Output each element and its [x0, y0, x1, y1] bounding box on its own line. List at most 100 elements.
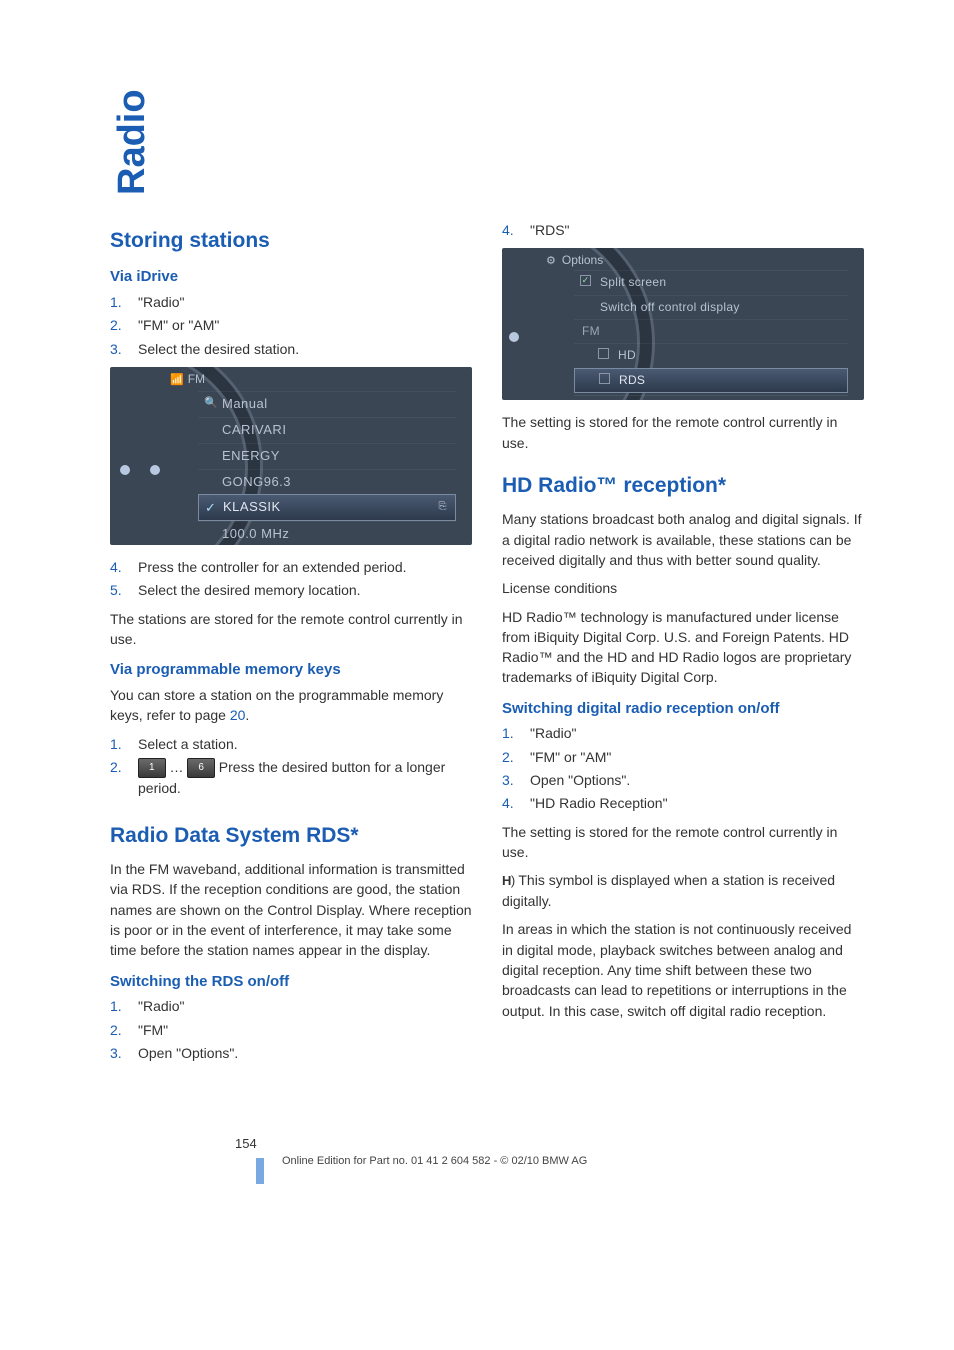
- options-list: ✓ Split screen Switch off control display…: [574, 270, 848, 400]
- heading-via-idrive: Via iDrive: [110, 266, 472, 288]
- checkbox-icon: [599, 373, 610, 384]
- step-num: 3.: [110, 1043, 126, 1063]
- option-rds-selected[interactable]: RDS: [574, 368, 848, 393]
- para-keys-a: You can store a station on the programma…: [110, 687, 443, 723]
- para-license: License conditions: [502, 578, 864, 598]
- station-row-manual[interactable]: 🔍 Manual: [198, 391, 456, 417]
- para-hd-3: In areas in which the station is not con…: [502, 919, 864, 1020]
- row-label: Manual: [222, 396, 268, 411]
- step-text: "FM": [138, 1020, 472, 1040]
- step-4-rds: 4. "RDS": [502, 220, 864, 240]
- step-text: 1 … 6 Press the desired button for a lon…: [138, 757, 472, 799]
- heading-rds-switch: Switching the RDS on/off: [110, 971, 472, 993]
- steps-after-shot: 4. Press the controller for an extended p…: [110, 557, 472, 601]
- hd-symbol-icon: H): [502, 872, 515, 891]
- footer-bar-icon: [256, 1158, 264, 1184]
- step-num: 4.: [502, 793, 518, 813]
- step-num: 1.: [110, 734, 126, 754]
- row-label: HD: [618, 348, 636, 362]
- para-opt-stored: The setting is stored for the remote con…: [502, 412, 864, 453]
- screenshot-options: ⚙ Options ✓ Split screen Switch off contro…: [502, 248, 864, 400]
- para-hd-sym-text: This symbol is displayed when a station …: [502, 872, 835, 909]
- heading-hd-radio: HD Radio™ reception*: [502, 471, 864, 501]
- step-text: "Radio": [138, 996, 472, 1016]
- para-hd-1: Many stations broadcast both analog and …: [502, 509, 864, 570]
- step-num: 3.: [110, 339, 126, 359]
- step-num: 4.: [110, 557, 126, 577]
- step-text: Press the controller for an extended per…: [138, 557, 472, 577]
- steps-idrive: 1. "Radio" 2. "FM" or "AM" 3. Select the de…: [110, 292, 472, 359]
- shot-title-text: FM: [188, 372, 205, 386]
- para-hd-symbol: H) This symbol is displayed when a stati…: [502, 870, 864, 911]
- para-keys-b: .: [245, 707, 249, 723]
- side-tab: Radio: [105, 89, 160, 195]
- steps-hd: 1. "Radio" 2. "FM" or "AM" 3. Open "Options…: [502, 723, 864, 813]
- heading-rds: Radio Data System RDS*: [110, 821, 472, 851]
- station-row[interactable]: 100.0 MHz: [198, 521, 456, 545]
- para-rds: In the FM waveband, additional informati…: [110, 859, 472, 960]
- row-label: Split screen: [600, 275, 666, 289]
- step-num: 1.: [502, 723, 518, 743]
- step-num: 3.: [502, 770, 518, 790]
- check-icon: ✓: [205, 499, 216, 518]
- step-text: Open "Options".: [530, 770, 864, 790]
- memory-key-6-icon: 6: [187, 758, 215, 779]
- option-group-fm: FM: [574, 319, 848, 343]
- memory-key-1-icon: 1: [138, 758, 166, 779]
- left-column: Storing stations Via iDrive 1. "Radio" 2.…: [110, 220, 472, 1071]
- station-row-selected[interactable]: ✓ KLASSIK ⎘: [198, 494, 456, 521]
- step-text: "Radio": [530, 723, 864, 743]
- preset-icon: ⎘: [439, 500, 448, 515]
- step-text: "FM" or "AM": [530, 747, 864, 767]
- search-icon: 🔍: [204, 396, 218, 412]
- step-text: "RDS": [530, 220, 864, 240]
- station-list: 🔍 Manual CARIVARI ENERGY GONG96.3 ✓ KLASSI…: [198, 391, 456, 545]
- shot-title: 📶 FM: [170, 371, 205, 389]
- para-stations-stored: The stations are stored for the remote c…: [110, 609, 472, 650]
- step-text: "Radio": [138, 292, 472, 312]
- step-num: 2.: [110, 1020, 126, 1040]
- footer-copyright: Online Edition for Part no. 01 41 2 604 …: [282, 1154, 587, 1170]
- ellipsis: …: [166, 759, 188, 775]
- station-row[interactable]: CARIVARI: [198, 417, 456, 443]
- option-split-screen[interactable]: ✓ Split screen: [574, 270, 848, 294]
- screenshot-fm-list: 📶 FM 🔍 Manual CARIVARI ENERGY GONG96.3 ✓ KL…: [110, 367, 472, 545]
- para-keys: You can store a station on the programma…: [110, 685, 472, 726]
- checkbox-checked-icon: ✓: [580, 275, 591, 286]
- gear-icon: ⚙: [546, 255, 556, 267]
- step-num: 1.: [110, 292, 126, 312]
- page-number: 154: [235, 1135, 257, 1154]
- option-hd[interactable]: HD: [574, 343, 848, 367]
- right-column: 4. "RDS" ⚙ Options ✓ Split screen Switch of…: [502, 220, 864, 1071]
- station-row[interactable]: ENERGY: [198, 443, 456, 469]
- step-text: Select a station.: [138, 734, 472, 754]
- heading-hd-switch: Switching digital radio reception on/off: [502, 698, 864, 720]
- page-link-20[interactable]: 20: [230, 707, 246, 723]
- para-hd-stored: The setting is stored for the remote con…: [502, 822, 864, 863]
- para-hd-2: HD Radio™ technology is manufactured und…: [502, 607, 864, 688]
- shot-title: ⚙ Options: [546, 252, 603, 270]
- step-num: 4.: [502, 220, 518, 240]
- step-num: 5.: [110, 580, 126, 600]
- blank-row: [574, 395, 848, 400]
- step-text: "FM" or "AM": [138, 315, 472, 335]
- heading-storing: Storing stations: [110, 226, 472, 256]
- row-label: KLASSIK: [223, 499, 281, 514]
- station-row[interactable]: GONG96.3: [198, 469, 456, 495]
- step-text: Select the desired memory location.: [138, 580, 472, 600]
- heading-via-keys: Via programmable memory keys: [110, 659, 472, 681]
- checkbox-icon: [598, 348, 609, 359]
- step-num: 2.: [502, 747, 518, 767]
- option-switch-off-display[interactable]: Switch off control display: [574, 295, 848, 319]
- antenna-icon: 📶: [170, 374, 184, 386]
- step-text: Open "Options".: [138, 1043, 472, 1063]
- step-num: 2.: [110, 315, 126, 335]
- row-label: RDS: [619, 373, 645, 387]
- step-text: "HD Radio Reception": [530, 793, 864, 813]
- steps-rds: 1. "Radio" 2. "FM" 3. Open "Options".: [110, 996, 472, 1063]
- steps-keys: 1. Select a station. 2. 1 … 6 Press the d…: [110, 734, 472, 799]
- step-num: 1.: [110, 996, 126, 1016]
- shot-title-text: Options: [562, 253, 603, 267]
- step-num: 2.: [110, 757, 126, 799]
- step-text: Select the desired station.: [138, 339, 472, 359]
